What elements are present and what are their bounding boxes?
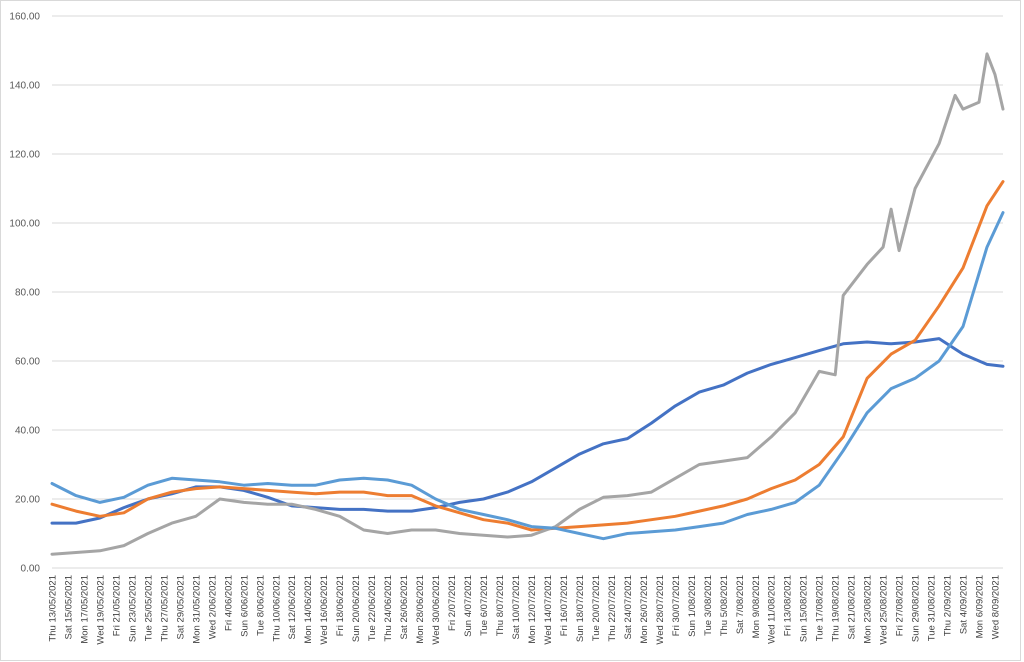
x-tick-label: Thu 24/06/2021 xyxy=(383,575,394,642)
x-tick-label: Thu 19/08/2021 xyxy=(831,575,842,642)
x-tick-label: Sat 10/07/2021 xyxy=(511,575,522,639)
x-tick-label: Sat 24/07/2021 xyxy=(623,575,634,639)
x-tick-label: Sun 4/07/2021 xyxy=(463,575,474,637)
y-tick-label: 140.00 xyxy=(9,81,40,92)
x-tick-label: Fri 4/06/2021 xyxy=(223,575,234,631)
x-tick-label: Sun 29/08/2021 xyxy=(911,575,922,642)
x-tick-label: Fri 30/07/2021 xyxy=(671,575,682,636)
y-tick-label: 0.00 xyxy=(21,564,41,575)
x-tick-label: Fri 27/08/2021 xyxy=(895,575,906,636)
x-tick-label: Fri 21/05/2021 xyxy=(111,575,122,636)
x-tick-label: Sun 23/05/2021 xyxy=(127,575,138,642)
x-tick-label: Mon 9/08/2021 xyxy=(751,575,762,638)
x-tick-label: Thu 8/07/2021 xyxy=(495,575,506,636)
y-tick-label: 60.00 xyxy=(15,357,40,368)
x-tick-label: Mon 12/07/2021 xyxy=(527,575,538,644)
x-tick-label: Fri 18/06/2021 xyxy=(335,575,346,636)
x-tick-label: Sat 7/08/2021 xyxy=(735,575,746,634)
x-tick-label: Sun 20/06/2021 xyxy=(351,575,362,642)
x-tick-label: Wed 19/05/2021 xyxy=(95,575,106,645)
x-tick-label: Thu 22/07/2021 xyxy=(607,575,618,642)
x-tick-label: Tue 20/07/2021 xyxy=(591,575,602,641)
x-tick-label: Wed 2/06/2021 xyxy=(207,575,218,639)
x-tick-label: Mon 6/09/2021 xyxy=(975,575,986,638)
x-tick-label: Tue 6/07/2021 xyxy=(479,575,490,636)
x-tick-label: Sun 15/08/2021 xyxy=(799,575,810,642)
x-tick-label: Mon 28/06/2021 xyxy=(415,575,426,644)
x-tick-label: Wed 8/09/2021 xyxy=(991,575,1002,639)
x-tick-label: Tue 3/08/2021 xyxy=(703,575,714,636)
gridlines xyxy=(52,15,1003,569)
x-tick-label: Wed 16/06/2021 xyxy=(319,575,330,645)
x-tick-label: Thu 2/09/2021 xyxy=(943,575,954,636)
y-tick-label: 160.00 xyxy=(9,12,40,23)
x-tick-label: Tue 22/06/2021 xyxy=(367,575,378,641)
x-tick-label: Fri 13/08/2021 xyxy=(783,575,794,636)
x-tick-label: Sun 1/08/2021 xyxy=(687,575,698,637)
x-tick-label: Mon 17/05/2021 xyxy=(79,575,90,644)
x-tick-label: Fri 2/07/2021 xyxy=(447,575,458,631)
x-tick-label: Wed 11/08/2021 xyxy=(767,575,778,644)
x-tick-label: Sat 21/08/2021 xyxy=(847,575,858,639)
y-tick-label: 80.00 xyxy=(15,288,40,299)
x-tick-label: Sat 29/05/2021 xyxy=(175,575,186,639)
x-tick-label: Fri 16/07/2021 xyxy=(559,575,570,636)
x-tick-label: Sun 6/06/2021 xyxy=(239,575,250,637)
x-tick-label: Mon 14/06/2021 xyxy=(303,575,314,644)
series-line-3 xyxy=(50,52,1005,556)
x-tick-label: Sat 15/05/2021 xyxy=(63,575,74,639)
x-tick-label: Thu 10/06/2021 xyxy=(271,575,282,642)
x-axis-tick-labels: Thu 13/05/2021 Sat 15/05/2021 Mon 17/05/20… xyxy=(48,575,1002,645)
x-tick-label: Thu 13/05/2021 xyxy=(48,575,59,642)
x-tick-label: Tue 8/06/2021 xyxy=(255,575,266,636)
x-tick-label: Tue 31/08/2021 xyxy=(927,575,938,641)
x-tick-label: Wed 30/06/2021 xyxy=(431,575,442,645)
x-tick-label: Mon 26/07/2021 xyxy=(639,575,650,644)
y-tick-label: 40.00 xyxy=(15,426,40,437)
y-tick-label: 100.00 xyxy=(9,219,40,230)
y-tick-label: 20.00 xyxy=(15,495,40,506)
x-tick-label: Wed 14/07/2021 xyxy=(543,575,554,645)
x-tick-label: Sat 4/09/2021 xyxy=(959,575,970,634)
x-tick-label: Thu 5/08/2021 xyxy=(719,575,730,636)
x-tick-label: Tue 17/08/2021 xyxy=(815,575,826,641)
x-tick-label: Thu 27/05/2021 xyxy=(159,575,170,642)
series-lines xyxy=(50,52,1005,556)
y-tick-label: 120.00 xyxy=(9,150,40,161)
x-tick-label: Mon 31/05/2021 xyxy=(191,575,202,644)
x-tick-label: Sun 18/07/2021 xyxy=(575,575,586,642)
series-line-2 xyxy=(50,180,1005,532)
y-axis-tick-labels: 0.00 20.00 40.00 60.00 80.00 100.00 120.00 140.… xyxy=(9,12,40,575)
x-tick-label: Wed 25/08/2021 xyxy=(879,575,890,645)
x-tick-label: Wed 28/07/2021 xyxy=(655,575,666,645)
x-tick-label: Tue 25/05/2021 xyxy=(143,575,154,641)
x-tick-label: Sat 12/06/2021 xyxy=(287,575,298,639)
series-line-4 xyxy=(50,211,1005,541)
x-tick-label: Sat 26/06/2021 xyxy=(399,575,410,639)
x-tick-label: Mon 23/08/2021 xyxy=(863,575,874,644)
